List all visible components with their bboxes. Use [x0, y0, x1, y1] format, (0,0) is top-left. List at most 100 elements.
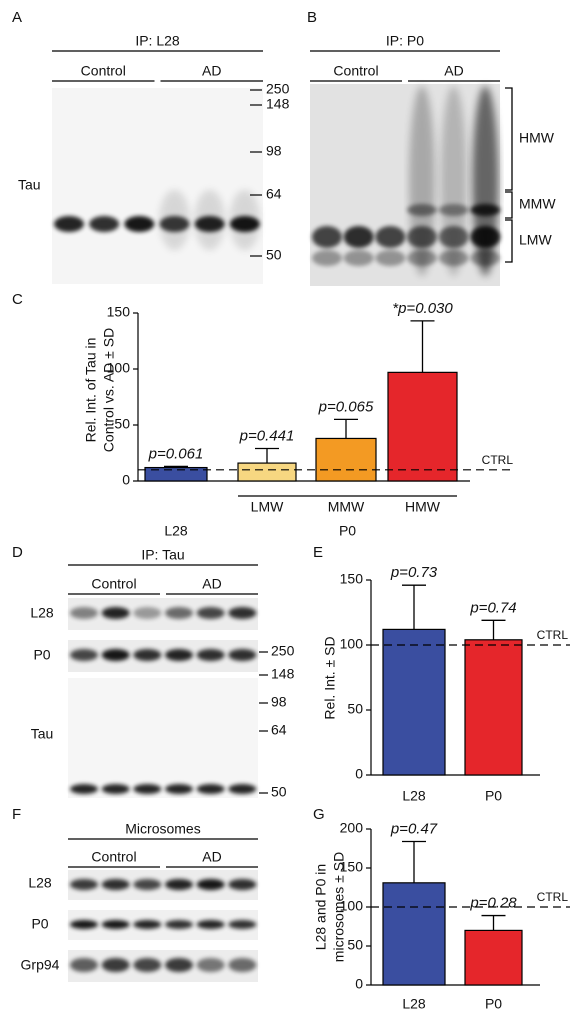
blot-band: [196, 649, 225, 661]
p-value-annotation: p=0.74: [469, 599, 516, 616]
bar: [387, 371, 458, 482]
marker-label: 50: [271, 784, 287, 800]
blot-band: [101, 879, 130, 890]
region-label: HMW: [519, 130, 555, 146]
x-tick-label: P0: [485, 788, 502, 804]
blot-band: [70, 649, 98, 661]
blot-band: [54, 216, 84, 232]
bracket: [505, 87, 513, 191]
error-bar: [402, 840, 426, 883]
panel-letter: B: [307, 9, 317, 26]
blot-background: [310, 84, 500, 286]
bracket: [505, 191, 513, 219]
blot-background: [52, 88, 263, 284]
blot-band: [196, 879, 225, 890]
blot-band: [228, 879, 257, 890]
marker-label: 98: [266, 143, 282, 159]
blot-band: [228, 958, 257, 972]
p-value-annotation: p=0.28: [469, 895, 517, 912]
row-label: Grp94: [21, 957, 60, 973]
row-label: Tau: [18, 177, 41, 193]
blot-band: [101, 920, 130, 929]
row-label: Tau: [31, 726, 54, 742]
blot-band: [101, 607, 130, 619]
blot-band: [194, 190, 225, 250]
panel-letter: C: [12, 291, 23, 308]
bar: [315, 437, 377, 482]
blot-band: [89, 216, 120, 232]
bar: [382, 628, 446, 776]
y-axis-label: microsomes ± SD: [331, 852, 347, 962]
group-label: Control: [91, 576, 136, 592]
blot-background: [68, 598, 258, 630]
group-label: AD: [202, 849, 221, 865]
y-tick-label: 150: [340, 571, 364, 587]
blot-band: [228, 649, 257, 661]
y-tick-label: 0: [355, 766, 363, 782]
y-tick-label: 200: [340, 820, 364, 836]
blot-band: [70, 920, 98, 929]
bar: [382, 882, 446, 986]
blot-band: [343, 250, 374, 266]
blot-band: [472, 86, 499, 276]
blot-band: [159, 190, 190, 250]
x-tick-label: MMW: [328, 499, 365, 515]
y-tick-label: 0: [355, 976, 363, 992]
blot-band: [312, 250, 342, 266]
x-tick-label: P0: [485, 996, 502, 1012]
blot-band: [312, 226, 342, 248]
blot-band: [196, 958, 225, 972]
blot-band: [101, 784, 130, 794]
group-label: AD: [202, 63, 221, 79]
blot-band: [228, 607, 257, 619]
blot-band: [101, 958, 130, 972]
panel-letter: E: [313, 544, 323, 561]
blot-band: [133, 879, 162, 890]
blot-band: [70, 607, 98, 619]
x-tick-label: L28: [402, 788, 426, 804]
panel-letter: D: [12, 544, 23, 561]
blot-background: [68, 870, 258, 900]
blot-band: [165, 879, 193, 890]
y-axis-label: Rel. Int. of Tau in: [83, 338, 99, 443]
x-tick-label: L28: [164, 523, 188, 539]
blot-background: [68, 950, 258, 982]
marker-label: 250: [271, 643, 295, 659]
blot-background: [68, 678, 258, 798]
y-tick-label: 100: [340, 898, 364, 914]
blot-band: [70, 784, 98, 794]
group-label: AD: [444, 63, 463, 79]
group-label: Control: [81, 63, 126, 79]
blot-band: [165, 607, 193, 619]
y-tick-label: 50: [347, 937, 363, 953]
blot-band: [124, 216, 155, 232]
p-value-annotation: p=0.441: [239, 427, 295, 444]
panel-letter: G: [313, 806, 325, 823]
marker-label: 148: [271, 666, 295, 682]
blot-band: [375, 250, 406, 266]
blot-band: [343, 226, 374, 248]
blot-band: [470, 204, 501, 216]
y-tick-label: 0: [122, 472, 130, 488]
y-tick-label: 150: [107, 304, 131, 320]
blot-band: [133, 649, 162, 661]
bracket: [505, 219, 513, 263]
bar: [464, 639, 523, 776]
blot-band: [70, 879, 98, 890]
error-bar: [164, 465, 188, 468]
blot-background: [68, 910, 258, 940]
blot-band: [228, 920, 257, 929]
blot-band: [229, 190, 260, 250]
p-value-annotation: *p=0.030: [392, 300, 453, 317]
y-axis-label: L28 and P0 in: [313, 864, 329, 950]
blot-band: [228, 784, 257, 794]
row-label: L28: [30, 605, 54, 621]
blot-band: [133, 784, 162, 794]
marker-label: 64: [266, 186, 282, 202]
blot-band: [165, 649, 193, 661]
error-bar: [255, 447, 279, 464]
p-value-annotation: p=0.73: [390, 564, 438, 581]
panel-letter: F: [12, 806, 21, 823]
blot-band: [375, 226, 406, 248]
